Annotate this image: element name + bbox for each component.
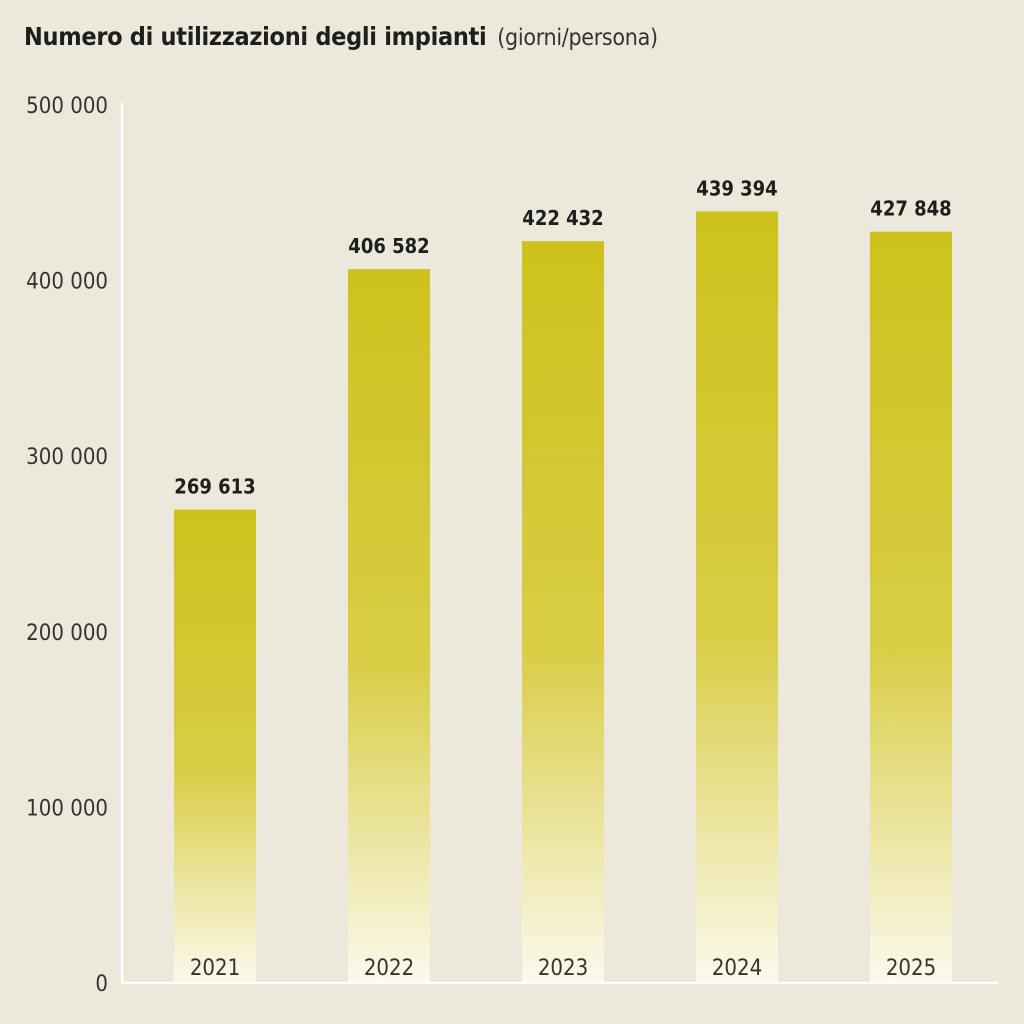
bar-2021 xyxy=(174,509,256,983)
category-label-2023: 2023 xyxy=(538,956,588,981)
category-label-2024: 2024 xyxy=(712,956,762,981)
y-tick-label: 400 000 xyxy=(26,270,108,295)
category-label-2022: 2022 xyxy=(364,956,414,981)
value-label-2021: 269 613 xyxy=(174,475,255,499)
bar-2024 xyxy=(696,211,778,983)
chart-title-unit: (giorni/persona) xyxy=(497,25,658,51)
y-axis-ticks: 0 100 000 200 000 300 000 400 000 500 000 xyxy=(26,94,108,997)
value-label-2023: 422 432 xyxy=(522,206,603,230)
value-label-2025: 427 848 xyxy=(870,197,951,221)
axes xyxy=(120,103,998,985)
y-tick-label: 200 000 xyxy=(26,621,108,646)
y-tick-label: 100 000 xyxy=(26,796,108,821)
bar-2025 xyxy=(870,231,952,983)
data-labels: 269 613 406 582 422 432 439 394 427 848 xyxy=(174,176,951,498)
y-tick-label: 300 000 xyxy=(26,445,108,470)
value-label-2024: 439 394 xyxy=(696,176,777,200)
chart-title: Numero di utilizzazioni degli impianti (… xyxy=(24,22,658,51)
bar-2022 xyxy=(348,269,430,984)
chart-title-main: Numero di utilizzazioni degli impianti xyxy=(24,22,487,51)
value-label-2022: 406 582 xyxy=(348,234,429,258)
category-label-2025: 2025 xyxy=(886,956,936,981)
x-axis-labels: 2021 2022 2023 2024 2025 xyxy=(190,956,936,981)
bars-group xyxy=(174,211,952,984)
category-label-2021: 2021 xyxy=(190,956,240,981)
y-tick-label: 500 000 xyxy=(26,94,108,119)
bar-2023 xyxy=(522,241,604,983)
y-tick-label: 0 xyxy=(95,972,108,997)
